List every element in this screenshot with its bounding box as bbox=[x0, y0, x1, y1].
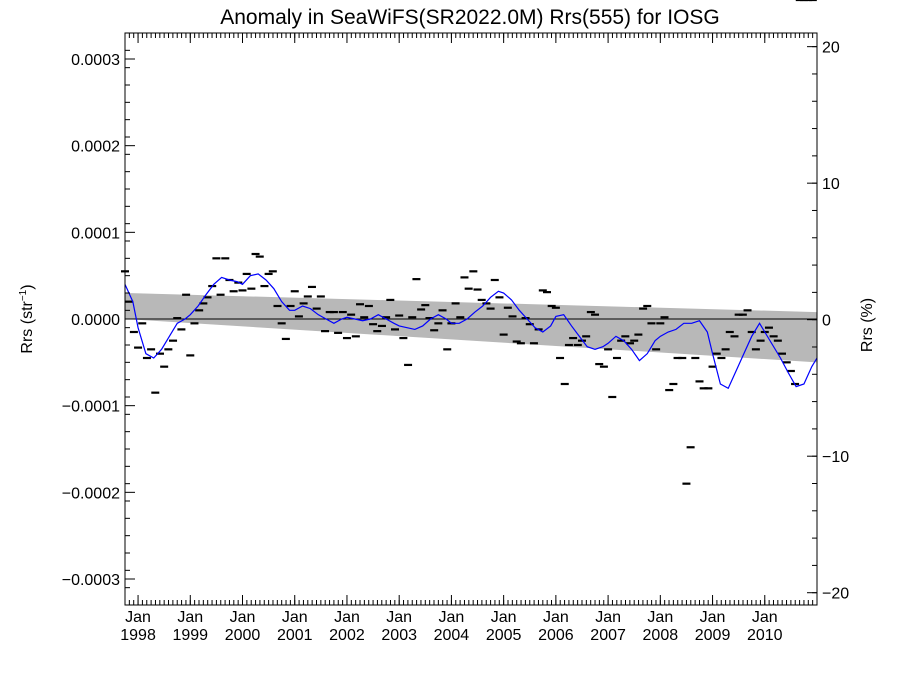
y-left-tick-label: 0.0000 bbox=[71, 312, 120, 329]
y-axis-left-label: Rrs (str−1) bbox=[18, 284, 36, 353]
x-tick-month-label: Jan bbox=[230, 609, 256, 626]
x-tick-year-label: 2010 bbox=[747, 627, 783, 644]
y-axis-left-label-close: ) bbox=[19, 284, 36, 289]
y-right-tick-label: 10 bbox=[822, 176, 840, 193]
y-right-tick-label: 20 bbox=[822, 40, 840, 57]
y-axis-left-label-sup: −1 bbox=[18, 289, 29, 301]
x-tick-year-label: 2001 bbox=[277, 627, 313, 644]
y-left-tick-label: −0.0003 bbox=[62, 572, 120, 589]
y-left-tick-label: 0.0001 bbox=[71, 225, 120, 242]
trend-band bbox=[125, 293, 817, 363]
x-tick-month-label: Jan bbox=[334, 609, 360, 626]
y-right-tick-label: −10 bbox=[822, 449, 849, 466]
smoothed-series-line bbox=[124, 273, 818, 390]
x-tick-year-label: 2000 bbox=[225, 627, 261, 644]
chart-title: Anomaly in SeaWiFS(SR2022.0M) Rrs(555) f… bbox=[220, 6, 720, 29]
y-axis-right: 20 10 0 −10 −20 bbox=[807, 40, 849, 603]
x-tick-year-label: 2006 bbox=[538, 627, 574, 644]
x-tick-year-label: 2003 bbox=[381, 627, 417, 644]
x-tick-month-label: Jan bbox=[595, 609, 621, 626]
y-left-tick-label: −0.0002 bbox=[62, 485, 120, 502]
x-tick-month-label: Jan bbox=[177, 609, 203, 626]
y-axis-right-label: Rrs (%) bbox=[859, 298, 876, 352]
anomaly-points bbox=[121, 0, 817, 485]
x-tick-year-label: 2009 bbox=[695, 627, 731, 644]
x-tick-month-label: Jan bbox=[282, 609, 308, 626]
y-left-tick-label: 0.0003 bbox=[71, 52, 120, 69]
y-right-tick-label: 0 bbox=[822, 313, 831, 330]
x-tick-month-label: Jan bbox=[543, 609, 569, 626]
x-tick-month-label: Jan bbox=[386, 609, 412, 626]
x-tick-month-label: Jan bbox=[647, 609, 673, 626]
x-tick-year-label: 2007 bbox=[590, 627, 626, 644]
y-axis-left: 0.0003 0.0002 0.0001 0.0000 −0.0001 −0.0002 −0… bbox=[62, 32, 135, 606]
x-tick-month-label: Jan bbox=[752, 609, 778, 626]
x-tick-year-label: 2004 bbox=[434, 627, 470, 644]
x-tick-month-label: Jan bbox=[125, 609, 151, 626]
y-right-tick-label: −20 bbox=[822, 586, 849, 603]
x-tick-year-label: 1998 bbox=[120, 627, 156, 644]
y-left-tick-label: −0.0001 bbox=[62, 399, 120, 416]
y-axis-left-label-main: Rrs (str bbox=[19, 300, 36, 353]
x-tick-month-label: Jan bbox=[439, 609, 465, 626]
x-tick-year-label: 1999 bbox=[172, 627, 208, 644]
trend-band-layer bbox=[125, 293, 817, 363]
x-tick-year-label: 2008 bbox=[643, 627, 679, 644]
x-tick-month-label: Jan bbox=[491, 609, 517, 626]
x-tick-year-label: 2002 bbox=[329, 627, 365, 644]
x-axis: Jan1998Jan1999Jan2000Jan2001Jan2002Jan20… bbox=[120, 33, 818, 644]
y-left-tick-label: 0.0002 bbox=[71, 139, 120, 156]
x-tick-year-label: 2005 bbox=[486, 627, 522, 644]
x-tick-month-label: Jan bbox=[700, 609, 726, 626]
